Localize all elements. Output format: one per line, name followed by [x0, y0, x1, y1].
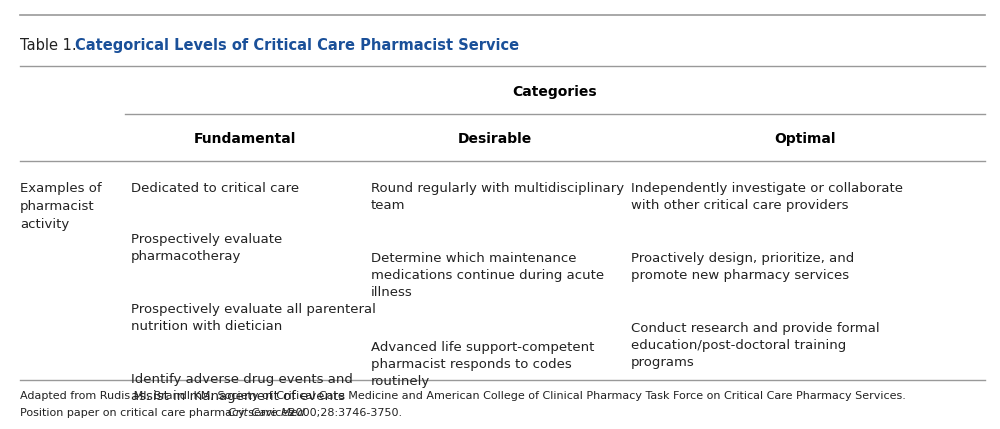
Text: Dedicated to critical care: Dedicated to critical care: [131, 182, 299, 195]
Text: Adapted from Rudis MI, Brandl KM; Society of Critical Care Medicine and American: Adapted from Rudis MI, Brandl KM; Societ…: [20, 391, 906, 401]
Text: Identify adverse drug events and
assist in management of events: Identify adverse drug events and assist …: [131, 373, 353, 403]
Text: Table 1.: Table 1.: [20, 38, 81, 52]
Text: Advanced life support-competent
pharmacist responds to codes
routinely: Advanced life support-competent pharmaci…: [371, 341, 594, 388]
Text: Determine which maintenance
medications continue during acute
illness: Determine which maintenance medications …: [371, 252, 604, 299]
Text: Optimal: Optimal: [774, 133, 836, 146]
Text: Desirable: Desirable: [458, 133, 532, 146]
Text: Prospectively evaluate all parenteral
nutrition with dietician: Prospectively evaluate all parenteral nu…: [131, 303, 376, 333]
Text: Proactively design, prioritize, and
promote new pharmacy services: Proactively design, prioritize, and prom…: [631, 252, 854, 282]
Text: Examples of
pharmacist
activity: Examples of pharmacist activity: [20, 182, 102, 231]
Text: Categorical Levels of Critical Care Pharmacist Service: Categorical Levels of Critical Care Phar…: [75, 38, 519, 52]
Text: Fundamental: Fundamental: [194, 133, 296, 146]
Text: Round regularly with multidisciplinary
team: Round regularly with multidisciplinary t…: [371, 182, 624, 212]
Text: Conduct research and provide formal
education/post-doctoral training
programs: Conduct research and provide formal educ…: [631, 322, 880, 369]
Text: Position paper on critical care pharmacy services.: Position paper on critical care pharmacy…: [20, 408, 301, 417]
Text: Crit Care Med.: Crit Care Med.: [228, 408, 308, 417]
Text: Categories: Categories: [513, 85, 597, 99]
Text: 2000;28:3746-3750.: 2000;28:3746-3750.: [285, 408, 402, 417]
Text: Independently investigate or collaborate
with other critical care providers: Independently investigate or collaborate…: [631, 182, 903, 212]
Text: Prospectively evaluate
pharmacotheray: Prospectively evaluate pharmacotheray: [131, 233, 282, 263]
